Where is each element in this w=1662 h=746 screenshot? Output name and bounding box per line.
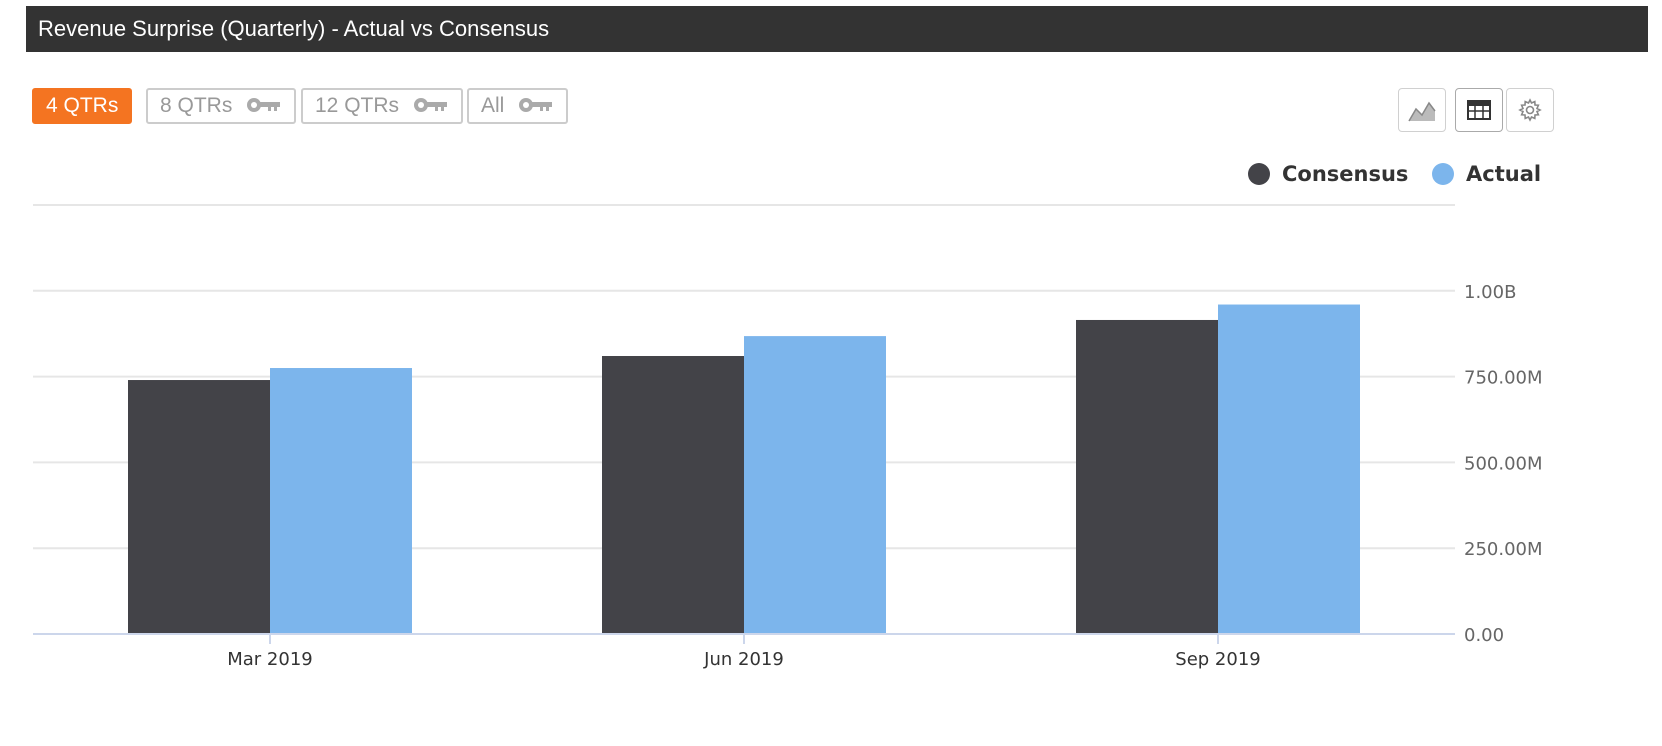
range-12-qtrs-label: 12 QTRs xyxy=(315,94,400,117)
legend-item-actual[interactable]: Actual xyxy=(1432,162,1541,186)
settings-button[interactable] xyxy=(1506,88,1554,132)
legend-marker-consensus xyxy=(1248,163,1270,185)
range-4-qtrs-button[interactable]: 4 QTRs xyxy=(32,88,133,124)
bar-actual-2 xyxy=(1218,304,1360,634)
bar-actual-1 xyxy=(744,336,886,634)
bar-consensus-1 xyxy=(602,356,744,634)
legend-label-actual: Actual xyxy=(1466,162,1542,186)
bar-actual-0 xyxy=(270,368,412,634)
table-icon xyxy=(1467,100,1491,120)
area-chart-icon xyxy=(1408,101,1436,122)
bar-consensus-2 xyxy=(1076,319,1218,634)
y-tick-label: 1.00B xyxy=(1464,282,1516,303)
legend-label-consensus: Consensus xyxy=(1282,162,1409,186)
key-icon xyxy=(519,97,553,112)
gear-icon xyxy=(1518,98,1542,122)
key-icon xyxy=(247,97,281,112)
chart-title: Revenue Surprise (Quarterly) - Actual vs… xyxy=(26,6,1648,52)
area-chart-view-button[interactable] xyxy=(1398,88,1446,132)
y-tick-label: 250.00M xyxy=(1464,539,1543,560)
bar-consensus-0 xyxy=(128,380,270,634)
legend-marker-actual xyxy=(1432,163,1454,185)
range-all-button[interactable]: All xyxy=(467,88,569,124)
range-12-qtrs-button[interactable]: 12 QTRs xyxy=(301,88,463,124)
legend-item-consensus[interactable]: Consensus xyxy=(1248,162,1408,186)
range-4-qtrs-label: 4 QTRs xyxy=(46,94,119,117)
range-all-label: All xyxy=(481,94,505,117)
x-tick-label: Sep 2019 xyxy=(1175,649,1260,670)
x-tick-label: Mar 2019 xyxy=(227,649,313,670)
table-view-button[interactable] xyxy=(1455,88,1503,132)
key-icon xyxy=(413,97,447,112)
range-8-qtrs-label: 8 QTRs xyxy=(160,94,233,117)
y-tick-label: 500.00M xyxy=(1464,453,1543,474)
x-tick-label: Jun 2019 xyxy=(703,649,784,670)
y-tick-label: 750.00M xyxy=(1464,368,1543,389)
y-tick-label: 0.00 xyxy=(1464,625,1504,646)
range-8-qtrs-button[interactable]: 8 QTRs xyxy=(146,88,297,124)
